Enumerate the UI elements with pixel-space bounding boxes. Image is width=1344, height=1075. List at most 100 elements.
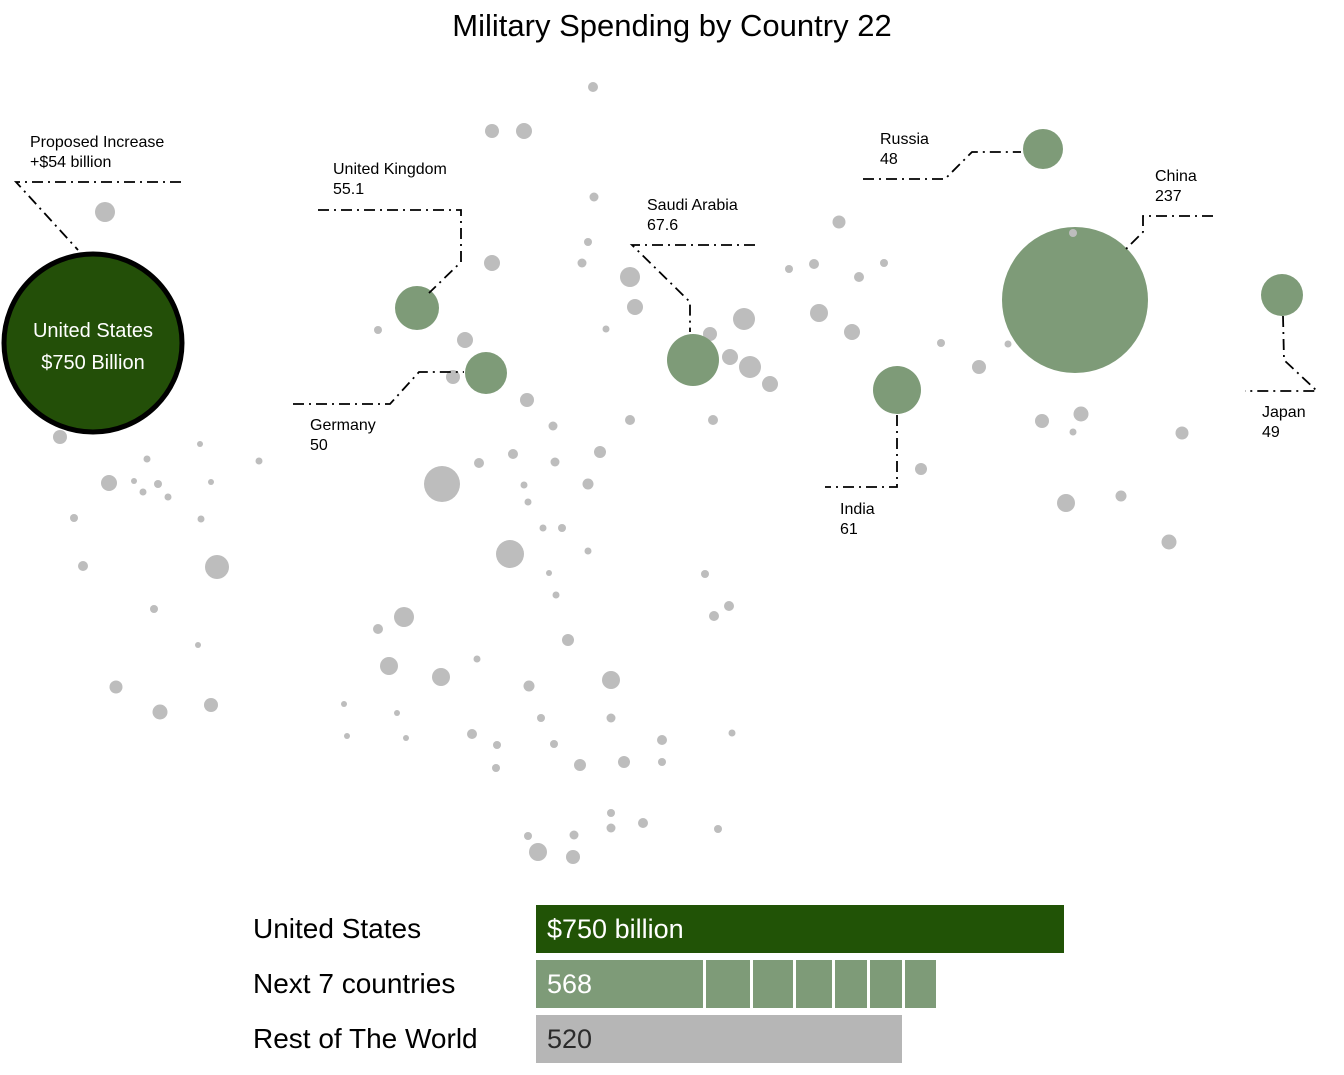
leader-line-4 <box>863 151 1021 180</box>
country-dot <box>493 741 501 749</box>
country-dot <box>95 202 115 222</box>
leader-line-1 <box>318 209 462 294</box>
country-dot <box>53 430 67 444</box>
country-dot <box>708 415 718 425</box>
bubble-saudi-arabia <box>667 334 719 386</box>
bubble-india <box>873 366 921 414</box>
country-dot <box>625 415 635 425</box>
bar-segment-divider <box>832 960 835 1008</box>
annotation-label: Saudi Arabia <box>647 197 738 214</box>
country-dot <box>584 547 592 555</box>
country-dot <box>1057 494 1075 512</box>
country-dot <box>539 524 547 532</box>
annotation-value: 61 <box>840 520 858 538</box>
country-dot <box>197 515 205 523</box>
country-dot <box>638 818 648 828</box>
country-dot <box>485 124 499 138</box>
country-dot <box>1069 428 1077 436</box>
country-dot <box>762 376 778 392</box>
country-dot <box>432 668 450 686</box>
country-dot <box>205 555 229 579</box>
country-dot <box>606 713 616 723</box>
bar-segment-divider <box>750 960 753 1008</box>
bar-segment-divider <box>793 960 796 1008</box>
country-dot <box>1115 490 1127 502</box>
country-dot <box>537 714 545 722</box>
bar-segment-divider <box>703 960 706 1008</box>
bar-label: Rest of The World <box>253 1023 478 1054</box>
country-dot <box>1073 406 1089 422</box>
annotation-value: 55.1 <box>333 180 365 198</box>
country-dot <box>577 258 587 268</box>
country-dot <box>523 680 535 692</box>
country-dot <box>832 215 846 229</box>
bar-label: Next 7 countries <box>253 968 456 999</box>
country-dot <box>524 498 532 506</box>
bar-label: United States <box>253 913 422 944</box>
bar-value: 568 <box>547 969 593 999</box>
country-dot <box>627 299 643 315</box>
country-dot <box>937 339 945 347</box>
country-dot <box>394 710 400 716</box>
country-dot <box>658 758 666 766</box>
country-dot <box>1004 340 1012 348</box>
country-dot <box>550 457 560 467</box>
us-bubble-name: United States <box>32 320 154 342</box>
country-dot <box>496 540 524 568</box>
country-dot <box>810 304 828 322</box>
country-dot <box>457 332 473 348</box>
country-dot <box>467 729 477 739</box>
bubble-united-kingdom <box>395 286 439 330</box>
annotation-label: Proposed Increase <box>30 134 165 151</box>
annotation-india: India 61 <box>840 500 875 539</box>
country-dot <box>1175 426 1189 440</box>
country-dot <box>972 360 986 374</box>
country-dot <box>724 601 734 611</box>
country-dot <box>552 591 560 599</box>
leader-line-2 <box>293 371 464 405</box>
country-dot <box>915 463 927 475</box>
country-dot <box>143 455 151 463</box>
country-dot <box>548 421 558 431</box>
country-dot <box>574 759 586 771</box>
country-dot <box>703 327 717 341</box>
country-dot <box>589 192 599 202</box>
country-dot <box>1035 414 1049 428</box>
annotation-label: Russia <box>880 131 929 148</box>
country-dot <box>584 238 592 246</box>
country-dot <box>473 655 481 663</box>
country-dot <box>516 123 532 139</box>
country-dot <box>204 698 218 712</box>
country-dot <box>529 843 547 861</box>
country-dot <box>739 356 761 378</box>
country-dot <box>602 671 620 689</box>
country-dot <box>620 267 640 287</box>
annotation-label: Germany <box>310 417 376 434</box>
annotation-value: 237 <box>1155 187 1182 205</box>
bar-segment-divider <box>902 960 905 1008</box>
country-dot <box>508 449 518 459</box>
bar-segment-divider <box>867 960 870 1008</box>
country-dot <box>701 570 709 578</box>
country-dot <box>255 457 263 465</box>
country-dot <box>709 611 719 621</box>
leader-line-7 <box>1245 315 1320 392</box>
annotation-united-kingdom: United Kingdom 55.1 <box>333 160 447 199</box>
annotation-value: 50 <box>310 436 328 454</box>
bubble-russia <box>1023 129 1063 169</box>
country-dot <box>70 514 78 522</box>
country-dot <box>373 624 383 634</box>
country-dot <box>101 475 117 491</box>
annotation-label: United Kingdom <box>333 161 447 178</box>
country-dot <box>152 704 168 720</box>
bar-row-next-7-countries: Next 7 countries 568 <box>0 960 1344 1008</box>
country-dot <box>582 478 594 490</box>
country-dot <box>164 493 172 501</box>
country-dot <box>844 324 860 340</box>
country-dot <box>109 680 123 694</box>
bubble-china <box>1002 227 1148 373</box>
country-dot <box>558 524 566 532</box>
country-dot <box>474 458 484 468</box>
